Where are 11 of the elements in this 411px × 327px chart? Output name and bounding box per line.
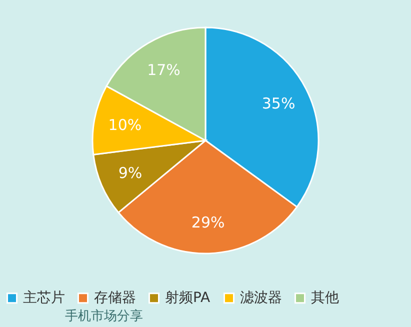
legend-label: 主芯片 (23, 290, 65, 306)
data-label: 29% (191, 213, 225, 232)
text: 手机市场分享 (65, 308, 143, 324)
data-label: 17% (147, 60, 180, 79)
data-label: 9% (118, 164, 142, 182)
legend-label: 其他 (311, 290, 339, 306)
data-label: 35% (262, 94, 296, 112)
legend-label: 射频PA (165, 290, 211, 306)
data-label: 10% (108, 116, 142, 134)
legend-label: 滤波器 (240, 290, 282, 306)
legend-label: 存储器 (94, 290, 136, 306)
